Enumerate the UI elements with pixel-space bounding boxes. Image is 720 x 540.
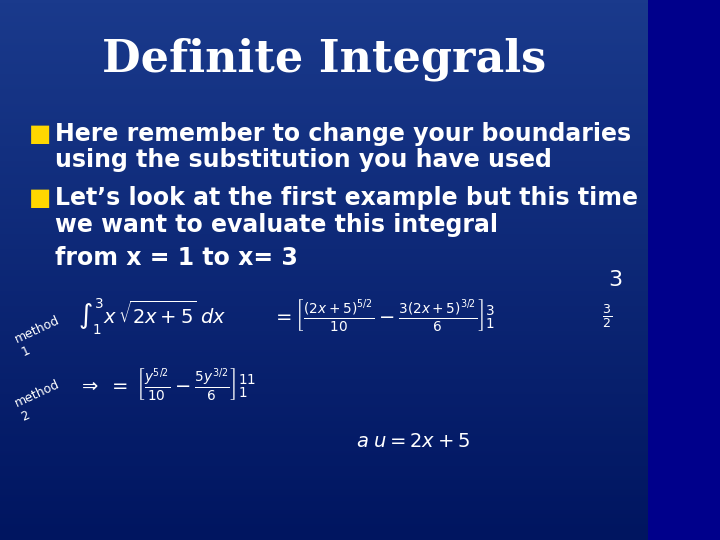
Text: ■: ■: [29, 186, 52, 210]
Text: Here remember to change your boundaries: Here remember to change your boundaries: [55, 122, 631, 145]
Text: $\int_1^3 x\,\sqrt{2x+5}\;dx$: $\int_1^3 x\,\sqrt{2x+5}\;dx$: [78, 297, 226, 337]
Text: method
1: method 1: [13, 313, 68, 359]
Text: $a\;u = 2x+5$: $a\;u = 2x+5$: [356, 432, 470, 451]
Text: $\frac{3}{2}$: $\frac{3}{2}$: [602, 302, 612, 330]
Text: from x = 1 to x= 3: from x = 1 to x= 3: [55, 246, 298, 269]
Text: Definite Integrals: Definite Integrals: [102, 38, 546, 82]
Text: $= \left[\frac{(2x+5)^{5/2}}{10} - \frac{3(2x+5)^{3/2}}{6}\right]_1^3$: $= \left[\frac{(2x+5)^{5/2}}{10} - \frac…: [272, 297, 495, 333]
Text: using the substitution you have used: using the substitution you have used: [55, 148, 552, 172]
Text: Let’s look at the first example but this time: Let’s look at the first example but this…: [55, 186, 638, 210]
Text: we want to evaluate this integral: we want to evaluate this integral: [55, 213, 498, 237]
Text: $\Rightarrow\;=\;\left[\frac{y^{5/2}}{10} - \frac{5y^{3/2}}{6}\right]_1^{11}$: $\Rightarrow\;=\;\left[\frac{y^{5/2}}{10…: [78, 367, 256, 403]
Text: method
2: method 2: [13, 378, 68, 424]
Text: ■: ■: [29, 122, 52, 145]
Text: 3: 3: [608, 270, 623, 290]
